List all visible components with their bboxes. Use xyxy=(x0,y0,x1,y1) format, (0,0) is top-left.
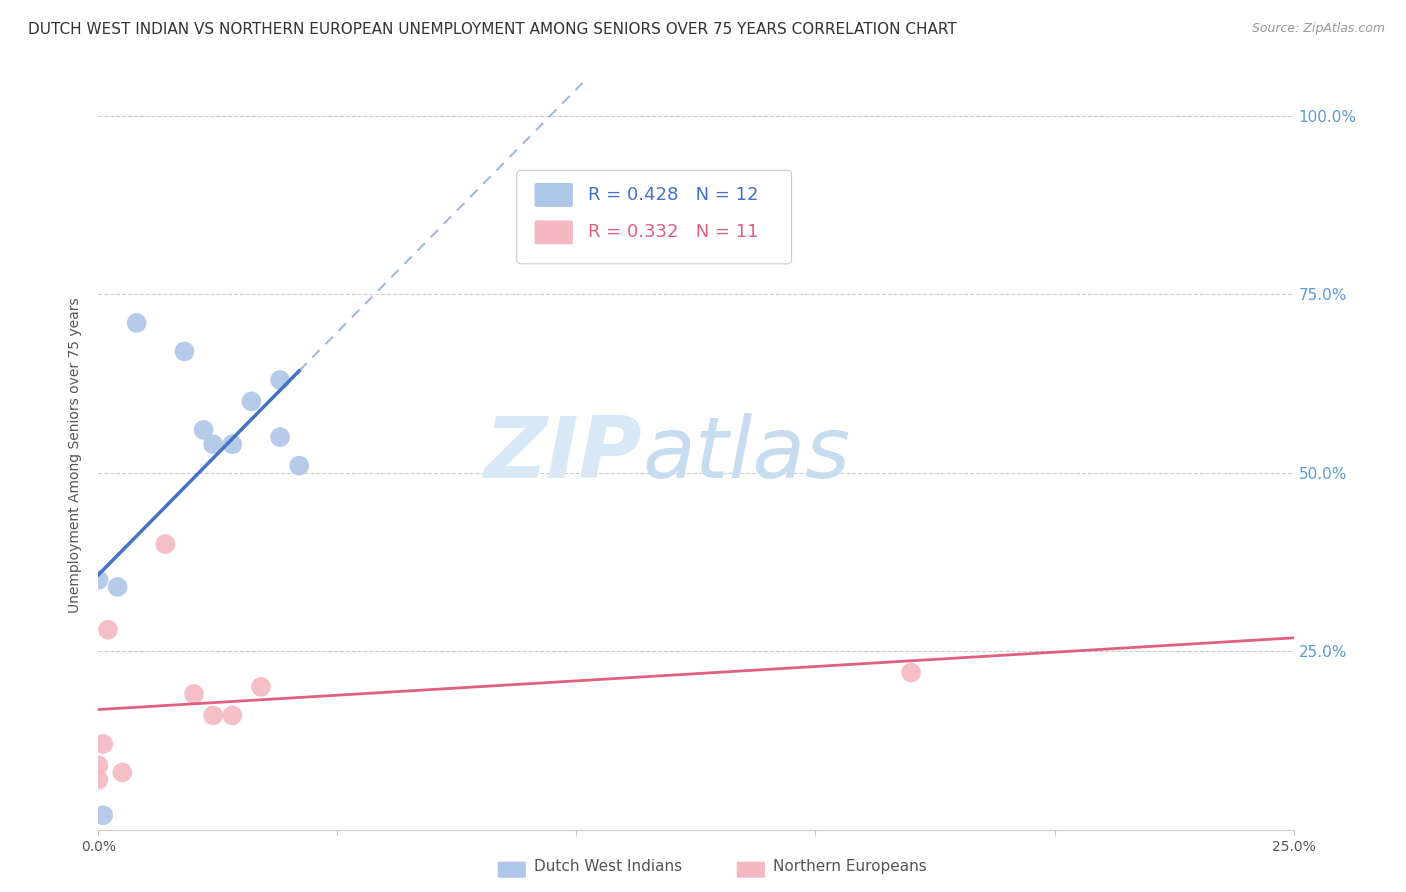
Point xyxy=(155,537,177,551)
Point xyxy=(91,808,114,822)
Point xyxy=(91,737,114,751)
Point xyxy=(173,344,195,359)
Point xyxy=(221,708,243,723)
Point xyxy=(107,580,129,594)
Point xyxy=(87,772,110,787)
Text: R = 0.428   N = 12: R = 0.428 N = 12 xyxy=(589,186,759,204)
FancyBboxPatch shape xyxy=(517,170,792,264)
Point xyxy=(221,437,243,451)
Text: DUTCH WEST INDIAN VS NORTHERN EUROPEAN UNEMPLOYMENT AMONG SENIORS OVER 75 YEARS : DUTCH WEST INDIAN VS NORTHERN EUROPEAN U… xyxy=(28,22,957,37)
Point xyxy=(87,573,110,587)
Text: Source: ZipAtlas.com: Source: ZipAtlas.com xyxy=(1251,22,1385,36)
Text: atlas: atlas xyxy=(643,413,851,497)
FancyBboxPatch shape xyxy=(534,183,572,207)
Point xyxy=(202,437,225,451)
Text: ZIP: ZIP xyxy=(485,413,643,497)
Point xyxy=(269,373,291,387)
Point xyxy=(87,758,110,772)
Y-axis label: Unemployment Among Seniors over 75 years: Unemployment Among Seniors over 75 years xyxy=(69,297,83,613)
Text: Northern Europeans: Northern Europeans xyxy=(773,859,927,873)
Point xyxy=(269,430,291,444)
FancyBboxPatch shape xyxy=(534,220,572,244)
Point xyxy=(240,394,263,409)
Point xyxy=(97,623,120,637)
Point xyxy=(183,687,205,701)
Point xyxy=(111,765,134,780)
Point xyxy=(193,423,215,437)
Point xyxy=(202,708,225,723)
Text: Dutch West Indians: Dutch West Indians xyxy=(534,859,682,873)
Text: R = 0.332   N = 11: R = 0.332 N = 11 xyxy=(589,223,759,242)
Point xyxy=(125,316,148,330)
Point xyxy=(288,458,311,473)
Point xyxy=(900,665,922,680)
Point xyxy=(250,680,273,694)
